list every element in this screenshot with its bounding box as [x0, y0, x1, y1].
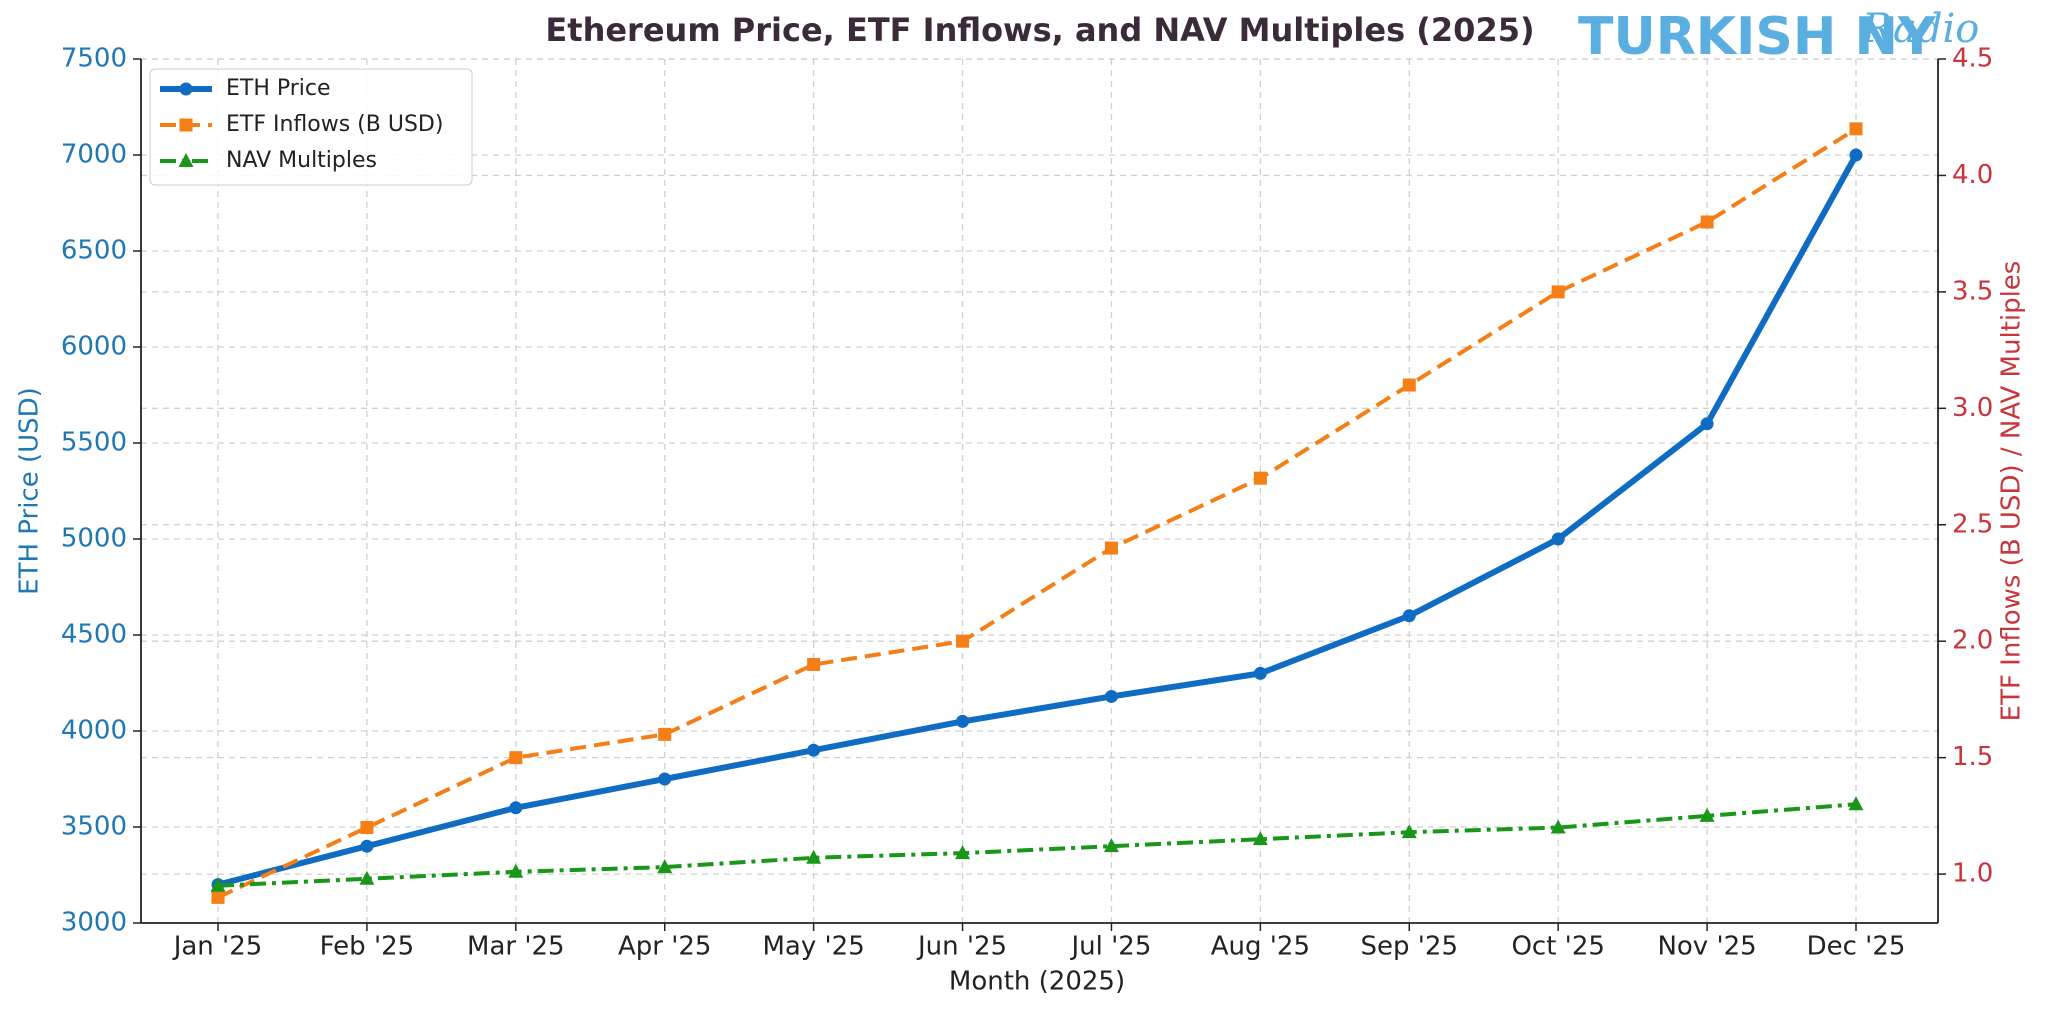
marker [360, 821, 374, 835]
watermark: TURKISH NY [1578, 7, 1937, 67]
y2-tick-label: 3.0 [1952, 393, 1993, 423]
marker [807, 657, 821, 671]
x-tick-label: Nov '25 [1657, 932, 1756, 962]
marker [806, 849, 822, 864]
marker [179, 118, 193, 132]
series-line [217, 802, 1857, 888]
marker [1104, 689, 1118, 703]
y2-tick-label: 3.5 [1952, 276, 1993, 306]
x-tick-label: Sep '25 [1361, 932, 1459, 962]
y-tick-label: 5500 [61, 428, 127, 458]
marker [1104, 541, 1118, 555]
legend-box [149, 68, 473, 186]
marker [1849, 122, 1863, 136]
y-tick-label: 5000 [61, 524, 127, 554]
watermark-script: Radio [1861, 6, 1979, 52]
y2-axis-label: ETF Inflows (B USD) / NAV Multiples [1997, 261, 2027, 722]
marker [360, 839, 374, 853]
x-tick-label: Oct '25 [1511, 932, 1604, 962]
y-tick-label: 7500 [61, 44, 127, 74]
y2-tick-label: 1.5 [1952, 742, 1993, 772]
y-tick-label: 4000 [61, 716, 127, 746]
marker [1699, 807, 1715, 822]
y-tick-label: 4500 [61, 620, 127, 650]
marker [1253, 666, 1267, 680]
marker [658, 772, 672, 786]
series-line [217, 127, 1858, 900]
y-tick-label: 7000 [61, 140, 127, 170]
marker [178, 153, 194, 167]
series-line [217, 153, 1859, 888]
x-tick-label: Mar '25 [467, 932, 565, 962]
y-axis-label: ETH Price (USD) [15, 387, 45, 595]
marker [179, 82, 193, 96]
marker [1402, 378, 1416, 392]
marker [359, 870, 375, 885]
marker [1849, 148, 1863, 162]
marker [210, 877, 226, 892]
marker [807, 743, 821, 757]
marker [1253, 471, 1267, 485]
marker [956, 634, 970, 648]
y2-tick-label: 2.5 [1952, 509, 1993, 539]
marker [1551, 532, 1565, 546]
marker [1700, 417, 1714, 431]
x-axis-label: Month (2025) [949, 967, 1125, 997]
y-tick-label: 3500 [61, 812, 127, 842]
legend-label: ETH Price [226, 76, 331, 101]
marker [657, 859, 673, 874]
marker [508, 863, 524, 878]
marker [1550, 819, 1566, 834]
y-tick-label: 6000 [61, 332, 127, 362]
marker [1551, 285, 1565, 299]
marker [956, 714, 970, 728]
marker [1700, 215, 1714, 229]
marker [658, 727, 672, 741]
legend-label: ETF Inflows (B USD) [226, 112, 443, 137]
marker [1401, 824, 1417, 839]
x-tick-label: Apr '25 [618, 932, 711, 962]
marker [1252, 831, 1268, 846]
legend-label: NAV Multiples [226, 148, 377, 173]
x-tick-label: Jan '25 [172, 932, 263, 962]
y2-tick-label: 4.5 [1952, 44, 1993, 74]
marker [509, 801, 523, 815]
y2-tick-label: 1.0 [1952, 859, 1993, 889]
marker [211, 890, 225, 904]
y2-tick-label: 4.0 [1952, 160, 1993, 190]
x-tick-label: Aug '25 [1211, 932, 1310, 962]
marker [1848, 796, 1864, 811]
x-tick-label: May '25 [763, 932, 865, 962]
marker [1103, 838, 1119, 853]
marker [1402, 609, 1416, 623]
x-tick-label: Jun '25 [916, 932, 1007, 962]
y-tick-label: 6500 [61, 236, 127, 266]
y2-tick-label: 2.0 [1952, 626, 1993, 656]
x-tick-label: Dec '25 [1807, 932, 1906, 962]
x-tick-label: Jul '25 [1070, 932, 1152, 962]
marker [509, 751, 523, 765]
chart-title: Ethereum Price, ETF Inflows, and NAV Mul… [545, 11, 1534, 49]
marker [955, 845, 971, 860]
x-tick-label: Feb '25 [320, 932, 415, 962]
y-tick-label: 3000 [61, 908, 127, 938]
